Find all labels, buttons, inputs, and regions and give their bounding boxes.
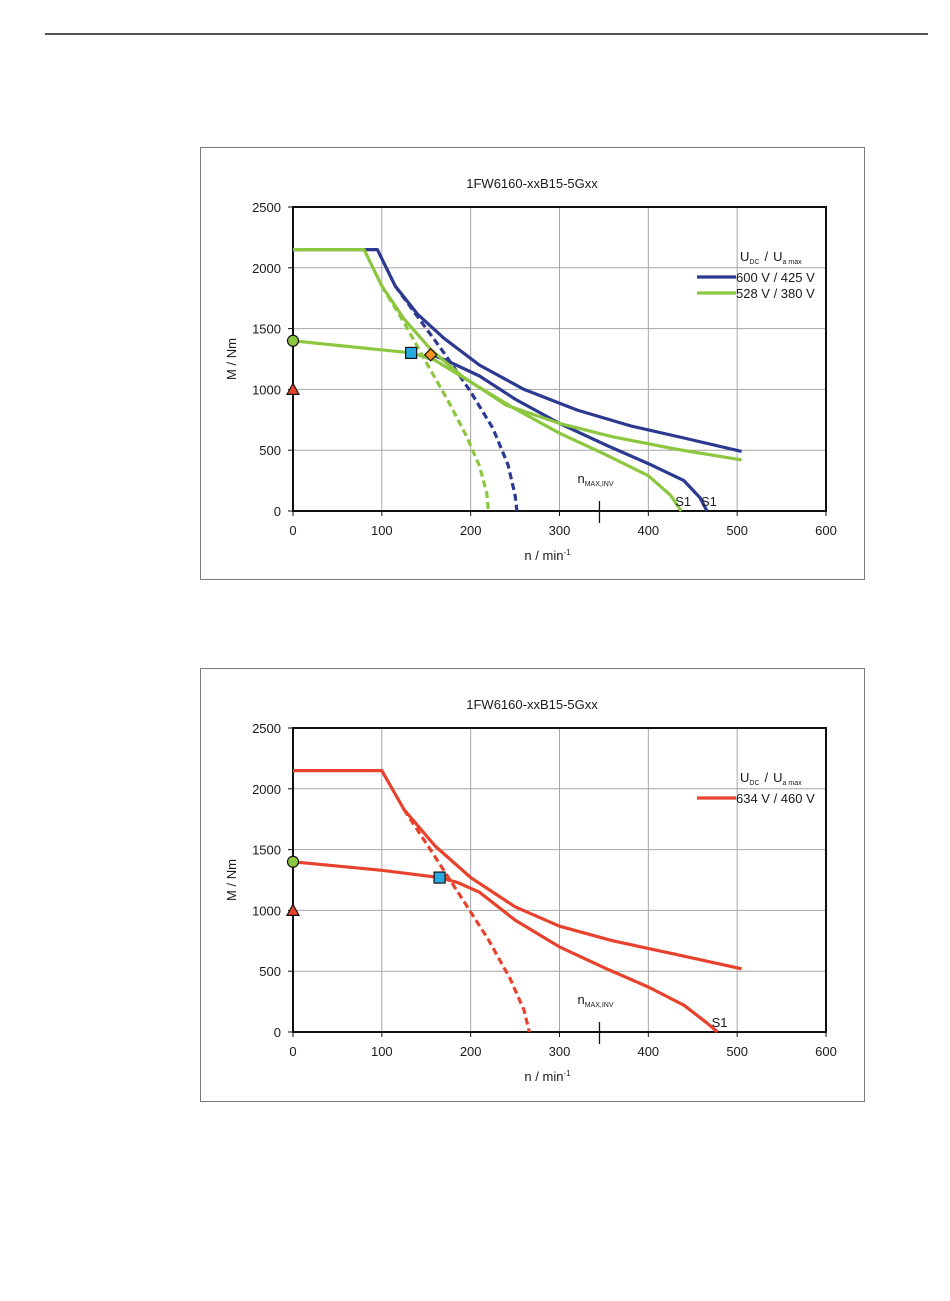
series-end-label: S1	[675, 494, 691, 509]
marker-triangle	[285, 382, 301, 395]
x-tick-label: 300	[549, 1044, 571, 1059]
y-axis-label: M / Nm	[224, 859, 239, 901]
chart-2: 1FW6160-xxB15-5Gxx 0 100 200 300 400 500 600 0 50…	[224, 697, 837, 1084]
legend-title-sub2: a max	[783, 780, 803, 787]
legend-title: UDC / Ua max	[740, 770, 802, 787]
x-tick-label: 0	[289, 1044, 296, 1059]
series-line-5	[380, 285, 490, 512]
series-line-2	[402, 808, 531, 1033]
legend-title: UDC / Ua max	[740, 249, 802, 266]
y-tick-label: 0	[274, 1025, 281, 1040]
legend-title-sep: /	[765, 249, 769, 264]
x-axis-label-text: n / min	[524, 1069, 563, 1084]
x-tick-label: 200	[460, 1044, 482, 1059]
legend-title-u2: U	[773, 249, 782, 264]
nmax-label-main: n	[577, 471, 584, 486]
x-tick-label: 600	[815, 523, 837, 538]
y-tick-label: 2000	[252, 782, 281, 797]
y-axis-label: M / Nm	[224, 338, 239, 380]
header-rule	[45, 33, 928, 35]
x-axis-label: n / min-1	[524, 1069, 571, 1084]
y-tick-label: 2500	[252, 200, 281, 215]
x-tick-label: 600	[815, 1044, 837, 1059]
series-line-3	[293, 248, 742, 462]
series-line-2	[393, 285, 519, 512]
nmax-label-sub: MAX,INV	[585, 1002, 614, 1009]
x-tick-label: 0	[289, 523, 296, 538]
legend-title-sep: /	[765, 770, 769, 785]
chart-frame-2: 1FW6160-xxB15-5Gxx 0 100 200 300 400 500 600 0 50…	[200, 668, 865, 1102]
series-line-1	[292, 860, 719, 1034]
legend-entry: 634 V / 460 V	[736, 791, 815, 806]
y-tick-label: 1000	[252, 903, 281, 918]
x-axis-label-text: n / min	[524, 548, 563, 563]
legend-title-u1: U	[740, 770, 749, 785]
x-tick-label: 400	[637, 523, 659, 538]
marker-triangle	[285, 903, 301, 916]
y-tick-label: 1500	[252, 322, 281, 337]
x-axis-label-sup: -1	[563, 548, 571, 557]
y-tick-label: 1500	[252, 843, 281, 858]
marker-circle	[286, 855, 300, 868]
chart-title: 1FW6160-xxB15-5Gxx	[466, 697, 598, 712]
y-tick-label: 1000	[252, 382, 281, 397]
x-tick-label: 100	[371, 523, 393, 538]
marker-square	[405, 346, 418, 360]
x-tick-label: 500	[726, 523, 748, 538]
marker-square	[433, 871, 446, 884]
x-tick-label: 400	[637, 1044, 659, 1059]
marker-diamond	[423, 347, 438, 362]
marker-circle	[286, 334, 300, 347]
x-tick-label: 100	[371, 1044, 393, 1059]
legend-title-u1: U	[740, 249, 749, 264]
nmax-label-main: n	[577, 992, 584, 1007]
legend-entry: 528 V / 380 V	[736, 286, 815, 301]
y-tick-label: 2000	[252, 261, 281, 276]
x-tick-label: 300	[549, 523, 571, 538]
nmax-label: nMAX,INV	[577, 471, 613, 488]
legend-title-sub1: DC	[749, 259, 759, 266]
y-tick-label: 500	[259, 964, 281, 979]
series-end-label: S1	[701, 494, 717, 509]
chart-frame-1: 1FW6160-xxB15-5Gxx 0 100 200 300 400 500 600 0 50…	[200, 147, 865, 580]
chart-title: 1FW6160-xxB15-5Gxx	[466, 176, 598, 191]
y-tick-label: 2500	[252, 721, 281, 736]
series-end-label: S1	[712, 1015, 728, 1030]
nmax-label-sub: MAX,INV	[585, 481, 614, 488]
series-line-0	[293, 769, 742, 971]
series-line-0	[293, 248, 742, 453]
legend-title-u2: U	[773, 770, 782, 785]
series-line-4	[292, 339, 683, 512]
x-tick-label: 200	[460, 523, 482, 538]
y-tick-label: 0	[274, 504, 281, 519]
x-tick-label: 500	[726, 1044, 748, 1059]
legend-entry: 600 V / 425 V	[736, 270, 815, 285]
x-axis-label: n / min-1	[524, 548, 571, 563]
series-line-1	[430, 352, 709, 512]
y-tick-label: 500	[259, 443, 281, 458]
chart-1: 1FW6160-xxB15-5Gxx 0 100 200 300 400 500 600 0 50…	[224, 176, 837, 563]
x-axis-label-sup: -1	[563, 1069, 571, 1078]
legend-title-sub2: a max	[783, 259, 803, 266]
nmax-label: nMAX,INV	[577, 992, 613, 1009]
legend-title-sub1: DC	[749, 780, 759, 787]
